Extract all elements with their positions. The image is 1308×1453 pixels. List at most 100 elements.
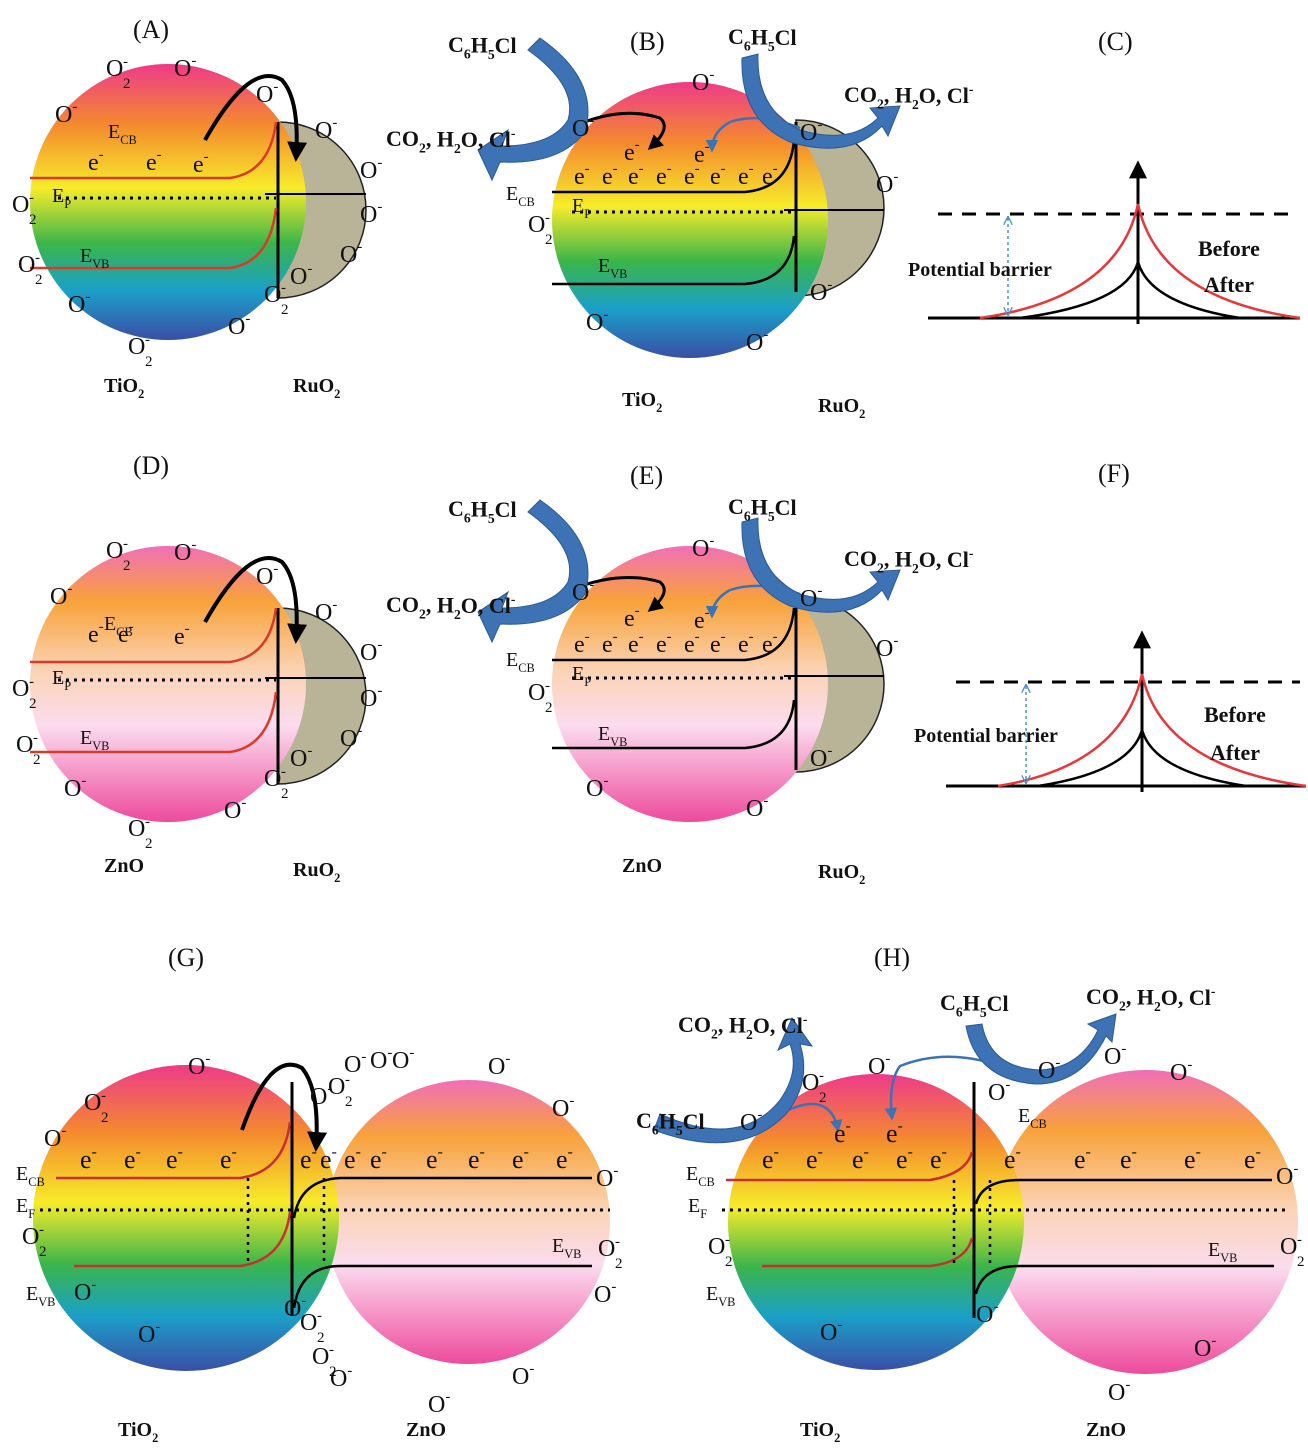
electron: e- <box>1120 1143 1137 1174</box>
o-minus-label: O- <box>976 1299 998 1328</box>
electron: e- <box>694 139 710 168</box>
o-minus-label: O- <box>310 1081 332 1110</box>
electron: e- <box>118 619 134 648</box>
o2-superscript: - <box>819 1068 824 1084</box>
electron: e- <box>88 147 104 176</box>
electron: e- <box>1074 1143 1091 1174</box>
o-minus-label: O- <box>594 1279 616 1308</box>
o-minus-label: O- <box>876 633 898 662</box>
material-label: TiO2 <box>622 389 662 415</box>
electron: e- <box>762 161 778 190</box>
products-label: CO2, H2O, Cl- <box>386 591 516 622</box>
o2-minus-label: O <box>598 1236 615 1262</box>
electron: e- <box>320 1143 337 1174</box>
reaction-arrow-left <box>477 37 589 182</box>
electron: e- <box>602 161 618 190</box>
o2-minus-label: O <box>312 1344 329 1370</box>
energy-level-label: EF <box>688 1195 707 1221</box>
electron: e- <box>930 1143 947 1174</box>
o-minus-label: O- <box>340 723 362 752</box>
energy-level-label: ECB <box>506 649 535 675</box>
electron: e- <box>624 603 640 632</box>
o2-superscript: - <box>101 1088 106 1104</box>
tio2-valence-band <box>762 1237 974 1268</box>
electron: e- <box>1244 1143 1261 1174</box>
electron: e- <box>886 1117 903 1148</box>
material-label: TiO2 <box>800 1419 840 1445</box>
reactant-label: C6H5Cl <box>636 1108 705 1138</box>
panel-label: (D) <box>133 451 169 480</box>
o-minus-label: O- <box>1194 1333 1216 1362</box>
o-minus-label: O- <box>800 583 822 612</box>
o-minus-label: O- <box>1170 1057 1192 1086</box>
products-label: CO2, H2O, Cl- <box>1086 983 1216 1014</box>
tio2-valence-band <box>74 1211 292 1268</box>
o-minus-label: O- <box>290 743 312 772</box>
o2-subscript: 2 <box>545 232 553 248</box>
o-minus-label: O- <box>360 683 382 712</box>
zno-conduction-band <box>292 1176 592 1219</box>
electron: e- <box>124 1143 141 1174</box>
electron: e- <box>1004 1143 1021 1174</box>
electron: e- <box>370 1143 387 1174</box>
o2-subscript: 2 <box>29 696 37 712</box>
reaction-arrow-left <box>653 1016 814 1144</box>
o2-minus-label: O <box>12 676 29 702</box>
tio2-particle <box>30 64 306 340</box>
panel-label: (F) <box>1098 459 1130 488</box>
electron: e- <box>574 629 590 658</box>
electron: e- <box>512 1143 529 1174</box>
o2-subscript: 2 <box>281 302 289 318</box>
o2-superscript: - <box>545 210 550 226</box>
o2-minus-label: O <box>528 212 545 238</box>
reactant-label: C6H5Cl <box>940 990 1009 1020</box>
energy-level-label: ECB <box>16 1163 45 1189</box>
conduction-band-line <box>552 139 796 194</box>
electron: e- <box>166 1143 183 1174</box>
electron: e- <box>628 629 644 658</box>
electron-transfer-arrow <box>203 74 308 162</box>
electron: e- <box>896 1143 913 1174</box>
o2-subscript: 2 <box>145 836 153 852</box>
o2-minus-label: O <box>18 252 35 278</box>
o2-superscript: - <box>615 1234 620 1250</box>
o-minus-label: O- <box>692 67 714 96</box>
o2-minus-label: O <box>128 816 145 842</box>
panel-label: (G) <box>168 943 204 972</box>
electron: e- <box>220 1143 237 1174</box>
o-minus-label: O- <box>800 117 822 146</box>
o-minus-label: O- <box>810 277 832 306</box>
o-minus-label: O- <box>284 1293 306 1322</box>
o2-minus-label: O <box>106 56 123 82</box>
reactant-label: C6H5Cl <box>448 32 517 62</box>
o2-superscript: - <box>145 332 150 348</box>
electron: e- <box>574 161 590 190</box>
reactant-label: C6H5Cl <box>448 496 517 526</box>
electron: e- <box>656 161 672 190</box>
o2-minus-label: O <box>1280 1234 1297 1260</box>
energy-level-label: EP <box>572 663 591 689</box>
o-minus-label: O- <box>988 1077 1010 1106</box>
electron-transfer-arrow <box>240 1062 328 1152</box>
o2-subscript: 2 <box>123 76 131 92</box>
potential-barrier-label: Potential barrier <box>914 725 1058 747</box>
electron: e- <box>344 1143 361 1174</box>
o-minus-label: O- <box>572 113 594 142</box>
panel-label: (E) <box>630 461 663 490</box>
tio2-conduction-band <box>56 1121 292 1180</box>
o-minus-label: O- <box>174 537 196 566</box>
material-label: ZnO <box>104 855 144 877</box>
energy-level-label: EVB <box>706 1283 735 1309</box>
electron: e- <box>174 621 190 650</box>
o2-minus-label: O <box>802 1070 819 1096</box>
electron: e- <box>738 629 754 658</box>
o2-superscript: - <box>281 764 286 780</box>
reaction-arrow-right <box>741 53 901 149</box>
energy-level-label: EVB <box>80 245 109 271</box>
o-minus-label: O- <box>360 199 382 228</box>
o-minus-label: O- <box>50 581 72 610</box>
o-minus-label: O- <box>74 1277 96 1306</box>
o-minus-label: O- <box>360 637 382 666</box>
o-minus-label: O- <box>596 1163 618 1192</box>
